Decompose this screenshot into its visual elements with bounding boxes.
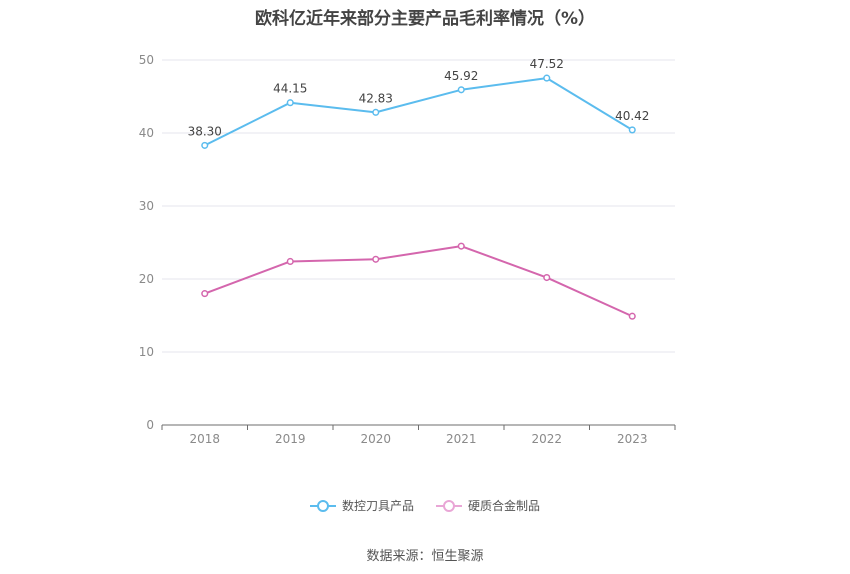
x-tick-label: 2018 (189, 432, 220, 446)
chart-title: 欧科亿近年来部分主要产品毛利率情况（%） (254, 9, 596, 29)
y-tick-label: 0 (146, 418, 154, 432)
data-point[interactable] (201, 290, 209, 298)
legend-marker-icon (436, 499, 462, 512)
y-tick-label: 30 (139, 199, 154, 213)
x-tick-label: 2020 (360, 432, 391, 446)
y-tick-label: 20 (139, 272, 154, 286)
data-point[interactable] (457, 86, 465, 94)
data-label: 42.83 (359, 91, 393, 105)
legend-item-series-0[interactable]: 数控刀具产品 (309, 497, 414, 514)
data-point[interactable] (372, 255, 380, 263)
x-tick-label: 2022 (531, 432, 562, 446)
data-point[interactable] (543, 74, 551, 82)
series-line-0 (204, 77, 633, 147)
data-point[interactable] (372, 108, 380, 116)
legend: 数控刀具产品 硬质合金制品 (0, 497, 850, 514)
y-tick-label: 50 (139, 53, 154, 67)
data-label: 44.15 (273, 82, 307, 96)
data-label: 47.52 (530, 57, 564, 71)
data-point[interactable] (457, 242, 465, 250)
x-tick-label: 2023 (617, 432, 648, 446)
x-tick-label: 2019 (275, 432, 306, 446)
data-point[interactable] (286, 99, 294, 107)
legend-item-series-1[interactable]: 硬质合金制品 (436, 497, 540, 514)
series-line-1 (204, 245, 633, 318)
data-point[interactable] (543, 273, 551, 282)
data-source: 数据来源：恒生聚源 (366, 549, 484, 564)
data-point[interactable] (628, 312, 636, 320)
y-tick-label: 40 (139, 126, 154, 140)
legend-marker-icon (309, 499, 336, 512)
data-label: 38.30 (188, 124, 222, 138)
y-tick-label: 10 (139, 345, 154, 359)
data-point[interactable] (628, 126, 636, 134)
data-point[interactable] (286, 257, 294, 266)
data-label: 40.42 (615, 109, 649, 123)
data-point[interactable] (201, 141, 209, 149)
data-label: 45.92 (444, 69, 478, 83)
legend-label: 硬质合金制品 (468, 499, 541, 513)
x-tick-label: 2021 (446, 432, 477, 446)
legend-label: 数控刀具产品 (341, 499, 414, 513)
